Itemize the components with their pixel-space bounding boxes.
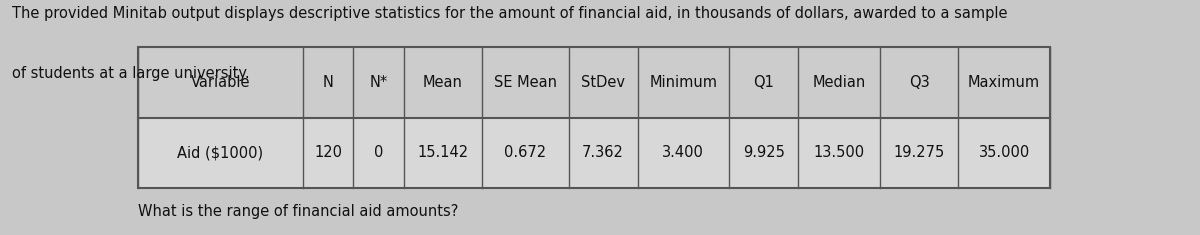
Text: Q1: Q1 — [754, 75, 774, 90]
Text: What is the range of financial aid amounts?: What is the range of financial aid amoun… — [138, 204, 458, 219]
Text: Q3: Q3 — [910, 75, 930, 90]
Text: 0.672: 0.672 — [504, 145, 546, 160]
Text: 35.000: 35.000 — [978, 145, 1030, 160]
Text: Median: Median — [812, 75, 866, 90]
Text: of students at a large university.: of students at a large university. — [12, 66, 250, 81]
Text: StDev: StDev — [581, 75, 625, 90]
Text: Variable: Variable — [191, 75, 251, 90]
Bar — [138, 47, 1050, 118]
Text: The provided Minitab output displays descriptive statistics for the amount of fi: The provided Minitab output displays des… — [12, 6, 1008, 21]
Text: 0: 0 — [374, 145, 383, 160]
Text: 15.142: 15.142 — [418, 145, 468, 160]
Text: 7.362: 7.362 — [582, 145, 624, 160]
Text: 3.400: 3.400 — [662, 145, 704, 160]
Text: 13.500: 13.500 — [814, 145, 865, 160]
Text: 9.925: 9.925 — [743, 145, 785, 160]
Text: Maximum: Maximum — [968, 75, 1040, 90]
Bar — [138, 47, 1050, 188]
Text: N*: N* — [370, 75, 388, 90]
Text: Minimum: Minimum — [649, 75, 718, 90]
Text: Aid ($1000): Aid ($1000) — [178, 145, 264, 160]
Text: N: N — [323, 75, 334, 90]
Text: SE Mean: SE Mean — [493, 75, 557, 90]
Text: 120: 120 — [314, 145, 342, 160]
Text: 19.275: 19.275 — [894, 145, 946, 160]
Text: Mean: Mean — [422, 75, 463, 90]
Bar — [138, 47, 1050, 188]
